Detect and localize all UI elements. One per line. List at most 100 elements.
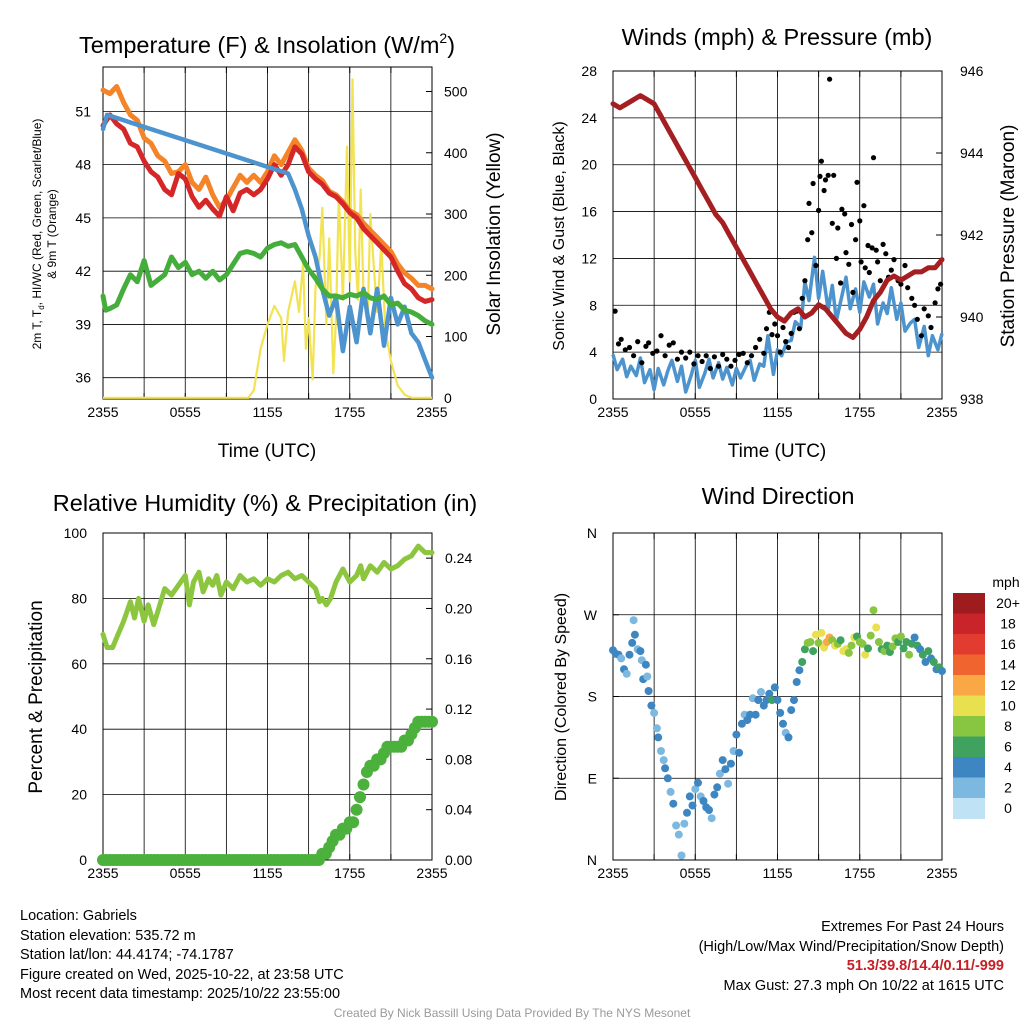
winds-y2-tick-label: 942	[960, 227, 984, 243]
gust-point	[777, 349, 783, 355]
direction-point	[899, 644, 908, 653]
direction-point	[654, 733, 663, 742]
temp-title-main: Temperature (F) & Insolation (W/m	[79, 32, 439, 58]
direction-point	[629, 616, 638, 625]
rh-y2-tick-label: 0.12	[445, 701, 472, 717]
gust-point	[703, 353, 709, 359]
gust-point	[674, 356, 681, 362]
direction-point	[732, 730, 741, 739]
direction-point	[726, 759, 735, 768]
temperature-x-tick-label: 0555	[170, 404, 201, 420]
direction-point	[694, 778, 702, 787]
direction-point	[707, 814, 716, 823]
direction-point	[896, 632, 905, 641]
direction-point	[625, 650, 634, 659]
colorbar-label: 12	[1000, 677, 1016, 693]
colorbar-label: 2	[1004, 780, 1012, 796]
rh-y2-tick-label: 0.04	[445, 802, 472, 818]
direction-point	[674, 830, 683, 839]
temp-y-tick-label: 51	[75, 103, 91, 119]
colorbar-label: 16	[1000, 636, 1016, 652]
gust-point	[666, 342, 672, 348]
direction-point	[751, 710, 760, 719]
gust-point	[805, 237, 811, 243]
gust-point	[753, 344, 759, 351]
rh-chart-title: Relative Humidity (%) & Precipitation (i…	[53, 490, 477, 516]
direction-point	[677, 851, 686, 860]
direction-y-axis-label: Direction (Colored By Speed)	[553, 593, 570, 801]
direction-point	[647, 701, 656, 710]
direction-point	[754, 696, 763, 705]
pressure-line	[610, 93, 945, 340]
direction-point	[798, 658, 807, 666]
temp-series-green	[100, 240, 435, 327]
direction-y-tick-label: N	[587, 525, 597, 541]
winds-x-tick-label: 2355	[926, 404, 957, 420]
direction-point	[888, 642, 897, 651]
rh-y-tick-label: 0	[79, 852, 87, 868]
gust-point	[796, 326, 803, 332]
rh_precip-x-tick-label: 2355	[87, 865, 118, 881]
winds-x-axis-label: Time (UTC)	[728, 441, 827, 462]
temp-y2-tick-label: 500	[444, 84, 468, 100]
direction-point	[869, 606, 878, 615]
gust-point	[809, 230, 815, 236]
direction-point	[762, 696, 771, 705]
gust-point	[853, 237, 859, 243]
colorbar-swatch	[953, 634, 985, 655]
temp-y2-tick-label: 300	[444, 206, 468, 222]
gust-point	[646, 340, 652, 346]
direction-point	[874, 638, 883, 646]
temperature-x-tick-label: 1755	[334, 404, 365, 420]
gust-point	[846, 261, 852, 267]
direction-point	[688, 801, 697, 810]
gust-point	[914, 316, 920, 322]
station-info: Location: Gabriels Station elevation: 53…	[20, 907, 344, 1005]
winds-x-tick-label: 2355	[597, 404, 628, 420]
direction-point	[685, 792, 694, 801]
temp-y-tick-label: 45	[75, 210, 91, 226]
rh_precip-x-tick-label: 1755	[334, 865, 365, 881]
direction-point	[809, 647, 818, 656]
temp-chart-title: Temperature (F) & Insolation (W/m2)	[79, 30, 455, 58]
rh-line	[100, 543, 435, 650]
gust-point	[870, 155, 877, 161]
direction-point	[800, 645, 809, 654]
direction-point	[924, 647, 933, 656]
colorbar-swatch	[953, 695, 985, 717]
colorbar-label: 8	[1004, 718, 1012, 734]
direction-point	[672, 821, 681, 830]
temp-y-axis-label-line2: & 9m T (Orange)	[45, 189, 59, 279]
winds-y-tick-label: 16	[581, 204, 597, 220]
colorbar-swatch	[953, 593, 985, 614]
precip-point	[347, 816, 360, 829]
gust-point	[736, 351, 742, 358]
meteogram-charts: Temperature (F) & Insolation (W/m2)36394…	[26, 24, 1020, 881]
direction-point	[617, 654, 626, 663]
gust-point	[799, 295, 805, 301]
colorbar-unit-label: mph	[992, 574, 1019, 590]
gust-point	[858, 259, 864, 265]
colorbar-label: 14	[1000, 657, 1016, 673]
direction-point	[705, 806, 713, 814]
direction-point	[847, 641, 856, 650]
rh-y2-tick-label: 0.00	[445, 852, 472, 868]
direction-point	[630, 630, 639, 639]
gust-point	[875, 259, 881, 265]
colorbar-label: 4	[1004, 759, 1012, 775]
gust-point	[763, 326, 770, 332]
rh_precip-x-tick-label: 1155	[252, 865, 282, 881]
colorbar-label: 10	[1000, 698, 1016, 714]
wind_direction-x-tick-label: 2355	[926, 865, 957, 881]
direction-point	[636, 647, 645, 656]
credit-line: Created By Nick Bassill Using Data Provi…	[333, 1006, 691, 1020]
direction-point	[938, 667, 946, 676]
direction-y-tick-label: E	[588, 770, 597, 786]
gust-point	[817, 173, 823, 179]
gust-point	[774, 333, 781, 339]
rh-y-tick-label: 100	[64, 525, 88, 541]
gust-point	[639, 360, 645, 366]
gust-point	[909, 295, 915, 301]
direction-point	[652, 724, 661, 733]
gust-point	[711, 354, 718, 360]
